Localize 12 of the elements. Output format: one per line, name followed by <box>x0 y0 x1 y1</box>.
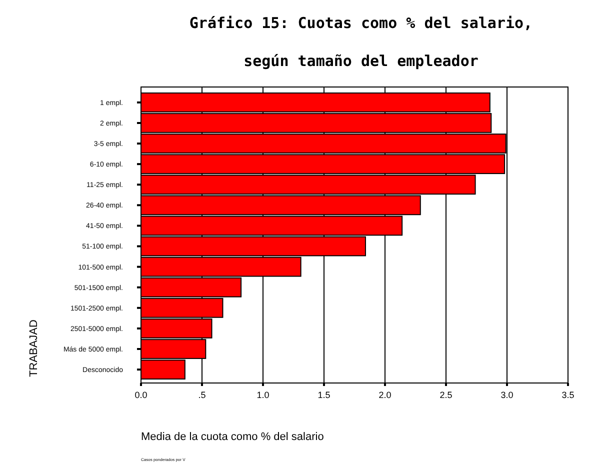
x-tick-label: 1.5 <box>318 390 330 400</box>
x-tick-label: 3.5 <box>562 390 574 400</box>
y-axis-title: TRABAJAD <box>28 319 40 377</box>
x-tick-label: 3.0 <box>500 390 514 400</box>
x-axis-title: Media de la cuota como % del salario <box>141 431 324 443</box>
chart-title: Gráfico 15: Cuotas como % del salario, <box>189 14 533 32</box>
x-tick-label: 2.0 <box>378 390 392 400</box>
x-tick-label: 2.5 <box>440 390 452 400</box>
x-tick-label: 1.0 <box>256 390 270 400</box>
x-tick-label: 0.0 <box>134 390 148 400</box>
x-tick-label: .5 <box>198 390 206 400</box>
chart-subtitle: según tamaño del empleador <box>244 52 478 70</box>
